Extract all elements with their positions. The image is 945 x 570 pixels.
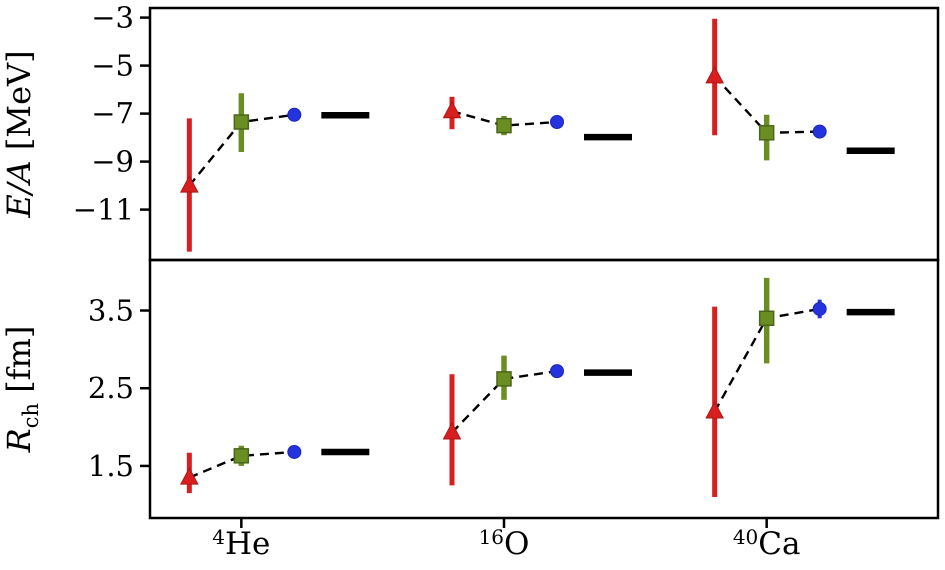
green-square-marker-4He-energy [233, 114, 250, 130]
connector-line-4He-radius [188, 450, 295, 479]
blue-circle-marker-16O-radius [550, 364, 564, 379]
y-axis-label-radius: Rch [fm] [0, 326, 43, 454]
blue-circle-marker-4He-radius [287, 444, 302, 459]
x-category-label-40Ca: 40Ca [733, 525, 801, 562]
red-triangle-marker-4He-radius [180, 467, 199, 485]
blue-circle-marker-40Ca-radius [812, 301, 827, 316]
blue-circle-marker-4He-energy [287, 107, 302, 122]
blue-circle-marker-16O-energy [550, 115, 564, 129]
y-tick-label-energy: −9 [91, 145, 134, 179]
green-square-marker-16O-radius [496, 371, 512, 387]
panel-spine-radius [148, 258, 940, 520]
y-tick-label-radius: 1.5 [88, 449, 134, 483]
red-triangle-marker-16O-energy [442, 100, 462, 119]
y-axis-label-energy: E/A [MeV] [0, 50, 38, 218]
green-square-marker-40Ca-radius [758, 310, 775, 327]
green-square-marker-40Ca-energy [758, 125, 775, 141]
connector-line-16O-radius [451, 369, 558, 434]
y-tick-label-radius: 2.5 [88, 371, 134, 405]
x-category-label-4He: 4He [212, 525, 270, 562]
red-triangle-marker-16O-radius [442, 421, 462, 440]
green-square-marker-4He-radius [233, 448, 250, 464]
y-tick-label-energy: −5 [91, 49, 134, 83]
green-square-marker-16O-energy [496, 117, 512, 134]
red-triangle-marker-40Ca-radius [705, 400, 724, 419]
blue-circle-marker-40Ca-energy [812, 124, 827, 139]
y-tick-label-energy: −7 [91, 97, 134, 131]
y-tick-label-energy: −3 [91, 1, 134, 35]
y-tick-label-energy: −11 [73, 193, 134, 227]
x-category-label-16O: 16O [479, 525, 530, 562]
red-triangle-marker-4He-energy [180, 175, 199, 193]
y-tick-label-radius: 3.5 [88, 294, 134, 328]
red-triangle-marker-40Ca-energy [705, 65, 724, 84]
